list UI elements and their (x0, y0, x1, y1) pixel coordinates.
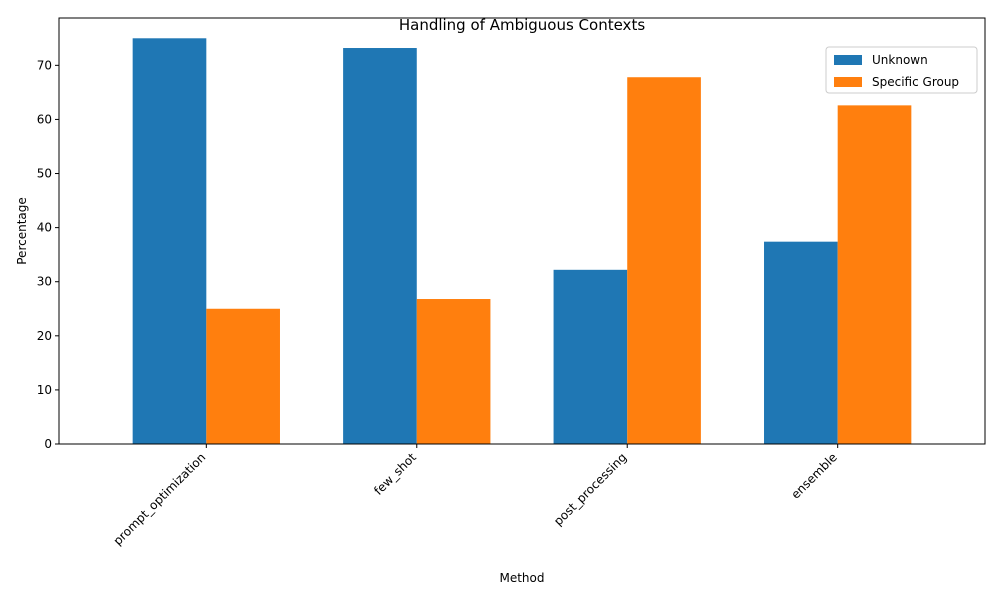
plot-frame (58, 17, 986, 445)
y-tick-label: 70 (37, 58, 52, 72)
y-axis-title: Percentage (15, 197, 29, 265)
y-tick-label: 0 (44, 437, 52, 451)
y-tick-label: 30 (37, 275, 52, 289)
y-tick-label: 10 (37, 383, 52, 397)
bar-specific-group-prompt-optimization (206, 308, 280, 444)
y-axis: 0 10 20 30 40 50 60 70 (37, 58, 59, 451)
y-tick-label: 40 (37, 221, 52, 235)
bar-unknown-post-processing (553, 269, 628, 444)
legend-swatch-1 (834, 77, 862, 87)
legend-label-1: Specific Group (872, 75, 959, 89)
bar-unknown-ensemble (764, 241, 838, 444)
legend-frame (825, 46, 978, 94)
bar-unknown-few-shot (343, 48, 417, 445)
legend-label-0: Unknown (872, 53, 928, 67)
bar-unknown-prompt-optimization (132, 38, 207, 444)
chart-title: Handling of Ambiguous Contexts (399, 16, 645, 34)
x-axis-title: Method (499, 571, 544, 585)
y-tick-label: 20 (37, 329, 52, 343)
bar-specific-group-ensemble (837, 105, 912, 445)
bar-specific-group-few-shot (416, 299, 491, 444)
legend: Unknown Specific Group (825, 46, 978, 94)
y-tick-label: 50 (37, 167, 52, 181)
bars-group (132, 38, 912, 445)
legend-swatch-0 (834, 55, 862, 65)
y-tick-label: 60 (37, 112, 52, 126)
bar-specific-group-post-processing (627, 77, 701, 444)
